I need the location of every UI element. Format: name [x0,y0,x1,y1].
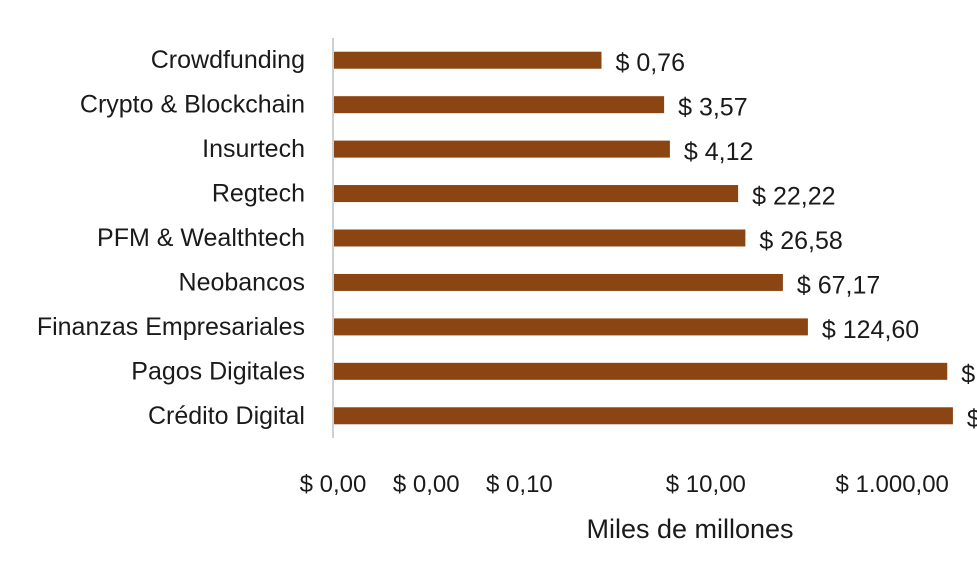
category-label: Crowdfunding [151,46,305,74]
bar [334,51,602,69]
category-label: Finanzas Empresariales [37,313,305,341]
data-label: $ 4,12 [684,138,754,166]
category-label: Neobancos [179,268,305,296]
data-label: $ 0,76 [615,49,685,77]
data-label: $ 67,17 [797,271,880,299]
category-label: Pagos Digitales [131,357,305,385]
bar [334,407,953,425]
bar [334,229,746,247]
bars-layer [334,51,953,425]
x-tick-labels: $ 0,00 $ 0,00 $ 0,10 $ 10,00 $ 1.000,00 [300,471,949,498]
data-label: $ 3.896,31 [961,360,977,388]
x-tick-label: $ 1.000,00 [835,471,948,498]
bar [334,140,670,158]
category-label: Crédito Digital [148,402,305,430]
bar [334,96,665,114]
bar [334,318,808,336]
data-label: $ 22,22 [752,183,835,211]
x-tick-label: $ 0,00 [393,471,460,498]
data-label: $ 124,60 [822,316,919,344]
bar [334,185,739,203]
data-label: $ 4.482,67 [967,405,977,433]
category-label: Insurtech [202,135,305,163]
data-labels: $ 0,76 $ 3,57 $ 4,12 $ 22,22 $ 26,58 $ 67,17 $… [615,49,977,433]
category-label: PFM & Wealthtech [97,224,305,252]
x-tick-label: $ 0,10 [486,471,553,498]
category-label: Crypto & Blockchain [80,91,305,119]
data-label: $ 26,58 [759,227,842,255]
category-label: Regtech [212,180,305,208]
data-label: $ 3,57 [678,94,748,122]
x-tick-label: $ 0,00 [300,471,367,498]
bar [334,273,783,291]
category-labels: Crowdfunding Crypto & Blockchain Insurtech… [37,46,305,430]
x-axis-title: Miles de millones [586,514,793,544]
bar [334,362,948,380]
x-tick-label: $ 10,00 [666,471,746,498]
